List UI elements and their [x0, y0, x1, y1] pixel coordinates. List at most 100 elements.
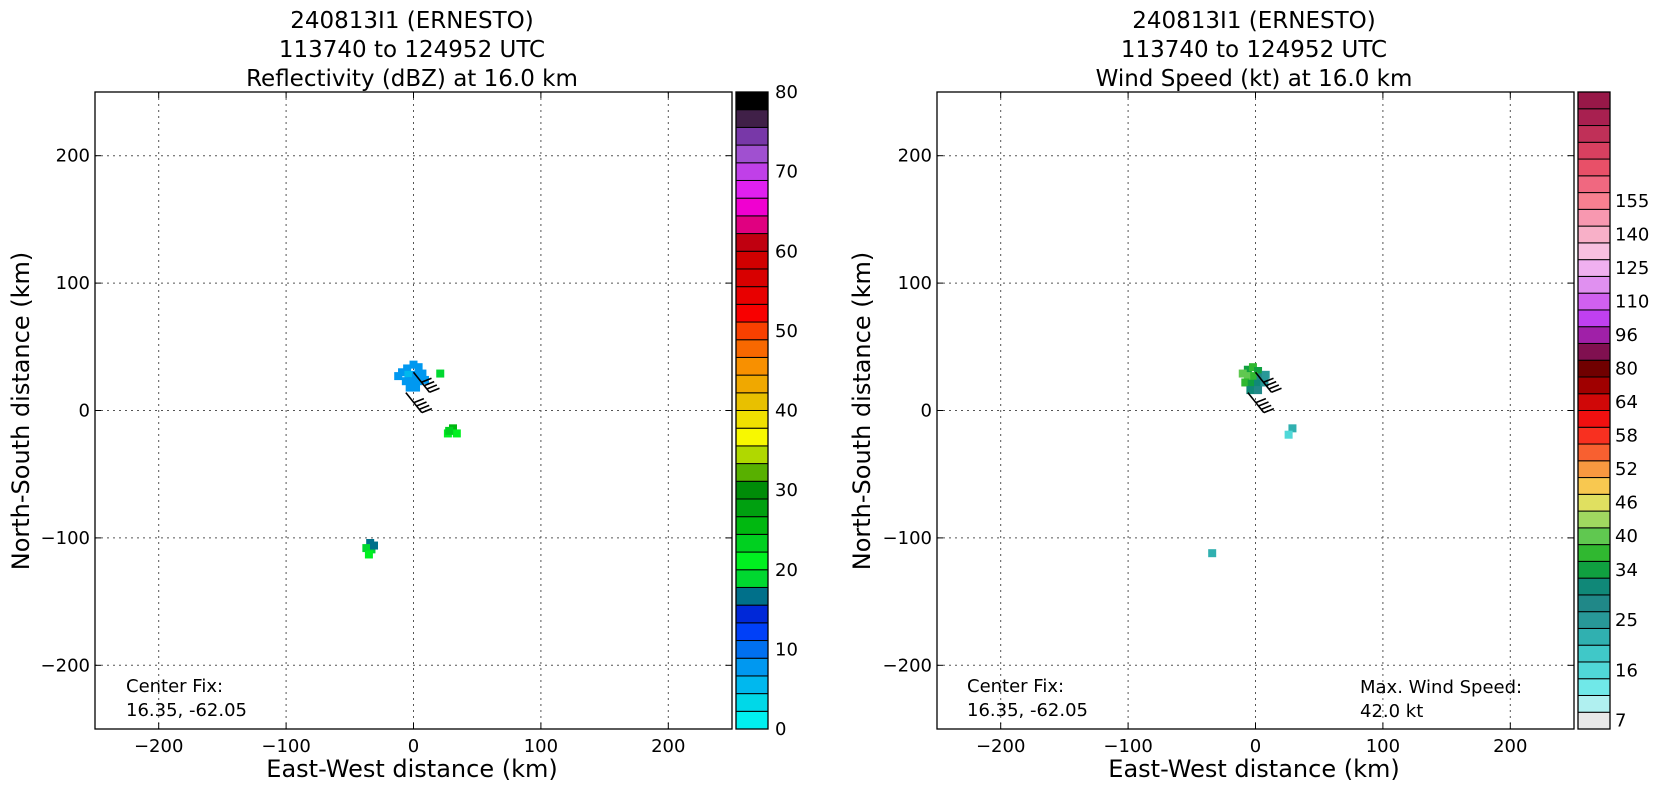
- wind-barb-feather: [1260, 404, 1272, 411]
- wind-barb-feather: [1271, 387, 1282, 394]
- colorbar-bin: [1577, 208, 1611, 227]
- colorbar-bin: [1577, 292, 1611, 311]
- chart-title-line-3: Wind Speed (kt) at 16.0 km: [1096, 66, 1413, 92]
- colorbar-tick-label: 40: [1615, 526, 1638, 547]
- y-axis-label: North-South distance (km): [7, 252, 35, 571]
- colorbar-bin: [1577, 694, 1611, 713]
- colorbar-bin: [735, 197, 769, 217]
- colorbar-bin: [735, 339, 769, 358]
- colorbar-bin: [735, 693, 769, 712]
- wind-barb-feather: [421, 377, 432, 384]
- wind-barb-feather: [1268, 384, 1280, 390]
- wind-barb-feather: [429, 387, 440, 394]
- colorbar-bin: [735, 551, 769, 571]
- annotation-max-wind-label: Max. Wind Speed:: [1360, 677, 1522, 698]
- x-tick-label: −200: [976, 736, 1025, 757]
- colorbar-bin: [1577, 342, 1611, 361]
- data-point: [408, 377, 417, 386]
- colorbar-tick-label: 46: [1615, 493, 1638, 514]
- reflectivity-colorbar: 0 10 20 30 40 50 60 70 80: [735, 82, 798, 740]
- colorbar-bin: [735, 480, 769, 500]
- colorbar-bin: [1577, 275, 1611, 294]
- colorbar-bin: [735, 286, 769, 305]
- chart-title-line-2: 113740 to 124952 UTC: [279, 37, 545, 63]
- x-tick-label: 200: [1493, 736, 1527, 757]
- data-point: [420, 375, 429, 384]
- annotation-center-fix-value: 16.35, -62.05: [967, 700, 1088, 721]
- colorbar-bin: [1577, 443, 1611, 462]
- colorbar-bin: [735, 374, 769, 394]
- colorbar-bin: [735, 268, 769, 288]
- colorbar-bin: [1577, 242, 1611, 261]
- colorbar-bin: [735, 586, 769, 606]
- colorbar-tick-label: 60: [775, 241, 798, 262]
- wind-barb-feather: [1265, 380, 1277, 387]
- colorbar-tick-label: 140: [1615, 224, 1649, 245]
- data-point: [1246, 386, 1255, 395]
- x-tick-label: 0: [1250, 736, 1261, 757]
- colorbar-tick-label: 10: [775, 639, 798, 660]
- colorbar-bin: [735, 250, 769, 270]
- colorbar-tick-label: 58: [1615, 426, 1638, 447]
- y-tick-label: 100: [56, 273, 90, 294]
- data-point: [412, 383, 421, 392]
- colorbar-bin: [1577, 678, 1611, 696]
- colorbar-bin: [1577, 594, 1611, 613]
- colorbar-tick-label: 40: [775, 401, 798, 422]
- colorbar-bin: [735, 533, 769, 553]
- colorbar-tick-label: 80: [775, 82, 798, 103]
- data-point: [436, 369, 445, 378]
- colorbar-bin: [735, 604, 769, 624]
- wind-barb: [405, 392, 433, 414]
- y-tick-label: 0: [921, 401, 932, 422]
- data-point: [404, 370, 413, 379]
- colorbar-tick-label: 7: [1615, 711, 1626, 732]
- colorbar-bin: [1577, 259, 1611, 277]
- colorbar-bin: [735, 162, 769, 181]
- x-tick-label: −100: [261, 736, 310, 757]
- colorbar-bin: [735, 427, 769, 447]
- wind-barb-feather: [426, 384, 438, 390]
- colorbar-tick-label: 30: [775, 480, 798, 501]
- data-point: [418, 369, 427, 378]
- colorbar-tick-label: 25: [1615, 610, 1638, 631]
- colorbar-tick-label: 64: [1615, 392, 1638, 413]
- data-point: [405, 383, 414, 392]
- colorbar-tick-label: 155: [1615, 191, 1649, 212]
- x-tick-label: 100: [524, 736, 558, 757]
- colorbar-frame: [1577, 91, 1611, 730]
- colorbar-bin: [735, 445, 769, 465]
- data-point: [1248, 363, 1257, 372]
- data-point: [1243, 365, 1252, 374]
- colorbar-bin: [1577, 627, 1611, 646]
- annotation-center-fix-label: Center Fix:: [126, 676, 223, 697]
- x-tick-label: 100: [1366, 736, 1400, 757]
- colorbar-bin: [735, 463, 769, 482]
- colorbar-bin: [1577, 158, 1611, 177]
- data-point: [409, 360, 418, 369]
- colorbar-bin: [1577, 108, 1611, 127]
- wind-barb-feather: [1255, 397, 1267, 404]
- x-tick-label: 200: [651, 736, 685, 757]
- annotation-max-wind-value: 42.0 kt: [1360, 701, 1423, 722]
- y-tick-label: 0: [79, 401, 90, 422]
- colorbar-bin: [1577, 91, 1611, 110]
- wind-barb: [1254, 371, 1282, 394]
- colorbar-bin: [735, 233, 769, 252]
- wind-speed-colorbar: 7 16 25 34 40 46 52 58 64 80 96 110 125 140 155: [1577, 91, 1649, 732]
- data-point: [1288, 424, 1297, 433]
- data-point: [1254, 379, 1263, 388]
- data-point: [1208, 549, 1217, 558]
- data-point: [1254, 367, 1263, 376]
- colorbar-bin: [735, 109, 769, 128]
- y-tick-label: −200: [883, 655, 932, 676]
- wind-barb-feather: [416, 401, 427, 407]
- colorbar-bin: [1577, 510, 1611, 529]
- colorbar-bin: [735, 321, 769, 341]
- colorbar-bin: [735, 710, 769, 730]
- colorbar-bin: [1577, 192, 1611, 210]
- colorbar-bin: [735, 126, 769, 146]
- colorbar-bin: [1577, 359, 1611, 378]
- data-point: [401, 377, 410, 386]
